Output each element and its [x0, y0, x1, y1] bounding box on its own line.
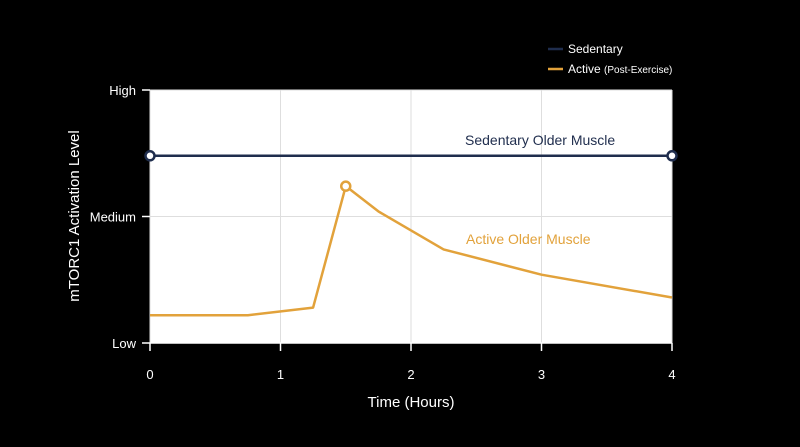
y-axis-title: mTORC1 Activation Level [66, 130, 83, 301]
series-marker-sedentary-0 [144, 150, 156, 162]
legend: Sedentary Active (Post-Exercise) [548, 42, 672, 76]
axes: 0 1 2 3 4 Low Medium High [90, 83, 676, 382]
annotation-sedentary: Sedentary Older Muscle [465, 132, 615, 148]
series-marker-active-3 [340, 180, 352, 192]
series-line-active [150, 184, 673, 317]
legend-label-active: Active (Post-Exercise) [568, 62, 672, 76]
x-tick-label-4: 4 [668, 367, 675, 382]
y-tick-label-2: High [109, 83, 136, 98]
y-tick-label-0: Low [112, 336, 136, 351]
series-marker-sedentary-1 [666, 150, 678, 162]
x-tick-label-2: 2 [407, 367, 414, 382]
legend-label-sedentary: Sedentary [568, 42, 623, 56]
y-tick-label-1: Medium [90, 210, 136, 225]
annotation-active: Active Older Muscle [466, 231, 591, 247]
x-tick-label-3: 3 [538, 367, 545, 382]
legend-label-active-note: (Post-Exercise) [604, 65, 672, 76]
x-axis-title: Time (Hours) [368, 394, 455, 411]
series [144, 150, 678, 317]
x-tick-label-1: 1 [277, 367, 284, 382]
x-tick-label-0: 0 [146, 367, 153, 382]
legend-label-active-main: Active [568, 62, 601, 76]
annotations: Sedentary Older Muscle Active Older Musc… [465, 132, 615, 247]
